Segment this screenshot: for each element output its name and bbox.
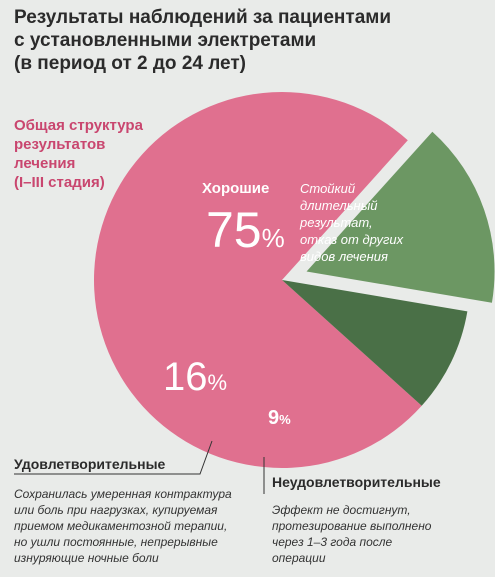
description-line: изнуряющие ночные боли xyxy=(14,551,159,565)
description-line: операции xyxy=(272,551,326,565)
chart-subtitle-line: Общая структура xyxy=(14,117,143,134)
chart-title-line: с установленными электретами xyxy=(14,30,317,51)
slice-value-unsatisfactory: 9% xyxy=(268,406,291,432)
chart-subtitle-line: лечения xyxy=(14,155,76,172)
slice-description-unsatisfactory: Эффект не достигнут, протезирование выпо… xyxy=(272,502,482,566)
description-line: отказ от других xyxy=(300,232,404,247)
slice-description-good: Стойкий длительный результат, отказ от д… xyxy=(300,180,450,265)
slice-value-satisfactory: 16% xyxy=(163,354,227,406)
description-line: длительный xyxy=(300,198,378,213)
slice-value-number: 75 xyxy=(206,202,262,258)
description-line: но ушли постоянные, непрерывные xyxy=(14,535,218,549)
pie-slice-satisfactory xyxy=(306,131,495,303)
slice-value-number: 9 xyxy=(268,407,280,429)
pie-slice-unsatisfactory xyxy=(282,280,468,406)
chart-subtitle-line: (I–III стадия) xyxy=(14,174,105,191)
slice-label-good: Хорошие xyxy=(202,180,270,197)
percent-sign: % xyxy=(207,370,228,395)
slice-label-satisfactory: Удовлетворительные xyxy=(14,456,166,472)
description-line: или боль при нагрузках, купируемая xyxy=(14,503,218,517)
slice-value-number: 16 xyxy=(163,355,208,399)
description-line: Сохранилась умеренная контрактура xyxy=(14,487,232,501)
chart-subtitle-line: результатов xyxy=(14,136,106,153)
percent-sign: % xyxy=(279,412,291,427)
chart-title-line: Результаты наблюдений за пациентами xyxy=(14,7,392,28)
description-line: результат, xyxy=(300,215,373,230)
slice-value-good: 75% xyxy=(206,202,285,266)
description-line: Эффект не достигнут, xyxy=(272,503,411,517)
description-line: видов лечения xyxy=(300,249,388,264)
description-line: приемом медикаментозной терапии, xyxy=(14,519,228,533)
slice-label-unsatisfactory: Неудовлетворительные xyxy=(272,474,441,490)
description-line: Стойкий xyxy=(300,181,356,196)
description-line: через 1–3 года после xyxy=(272,535,393,549)
percent-sign: % xyxy=(261,223,285,253)
chart-subtitle: Общая структура результатов лечения (I–I… xyxy=(14,116,184,192)
leader-line-satisfactory xyxy=(14,440,213,475)
description-line: протезирование выполнено xyxy=(272,519,432,533)
pie-slice-good xyxy=(94,91,422,468)
slice-description-satisfactory: Сохранилась умеренная контрактура или бо… xyxy=(14,486,244,566)
chart-title-line: (в период от 2 до 24 лет) xyxy=(14,53,246,74)
chart-title: Результаты наблюдений за пациентами с ус… xyxy=(14,6,484,75)
